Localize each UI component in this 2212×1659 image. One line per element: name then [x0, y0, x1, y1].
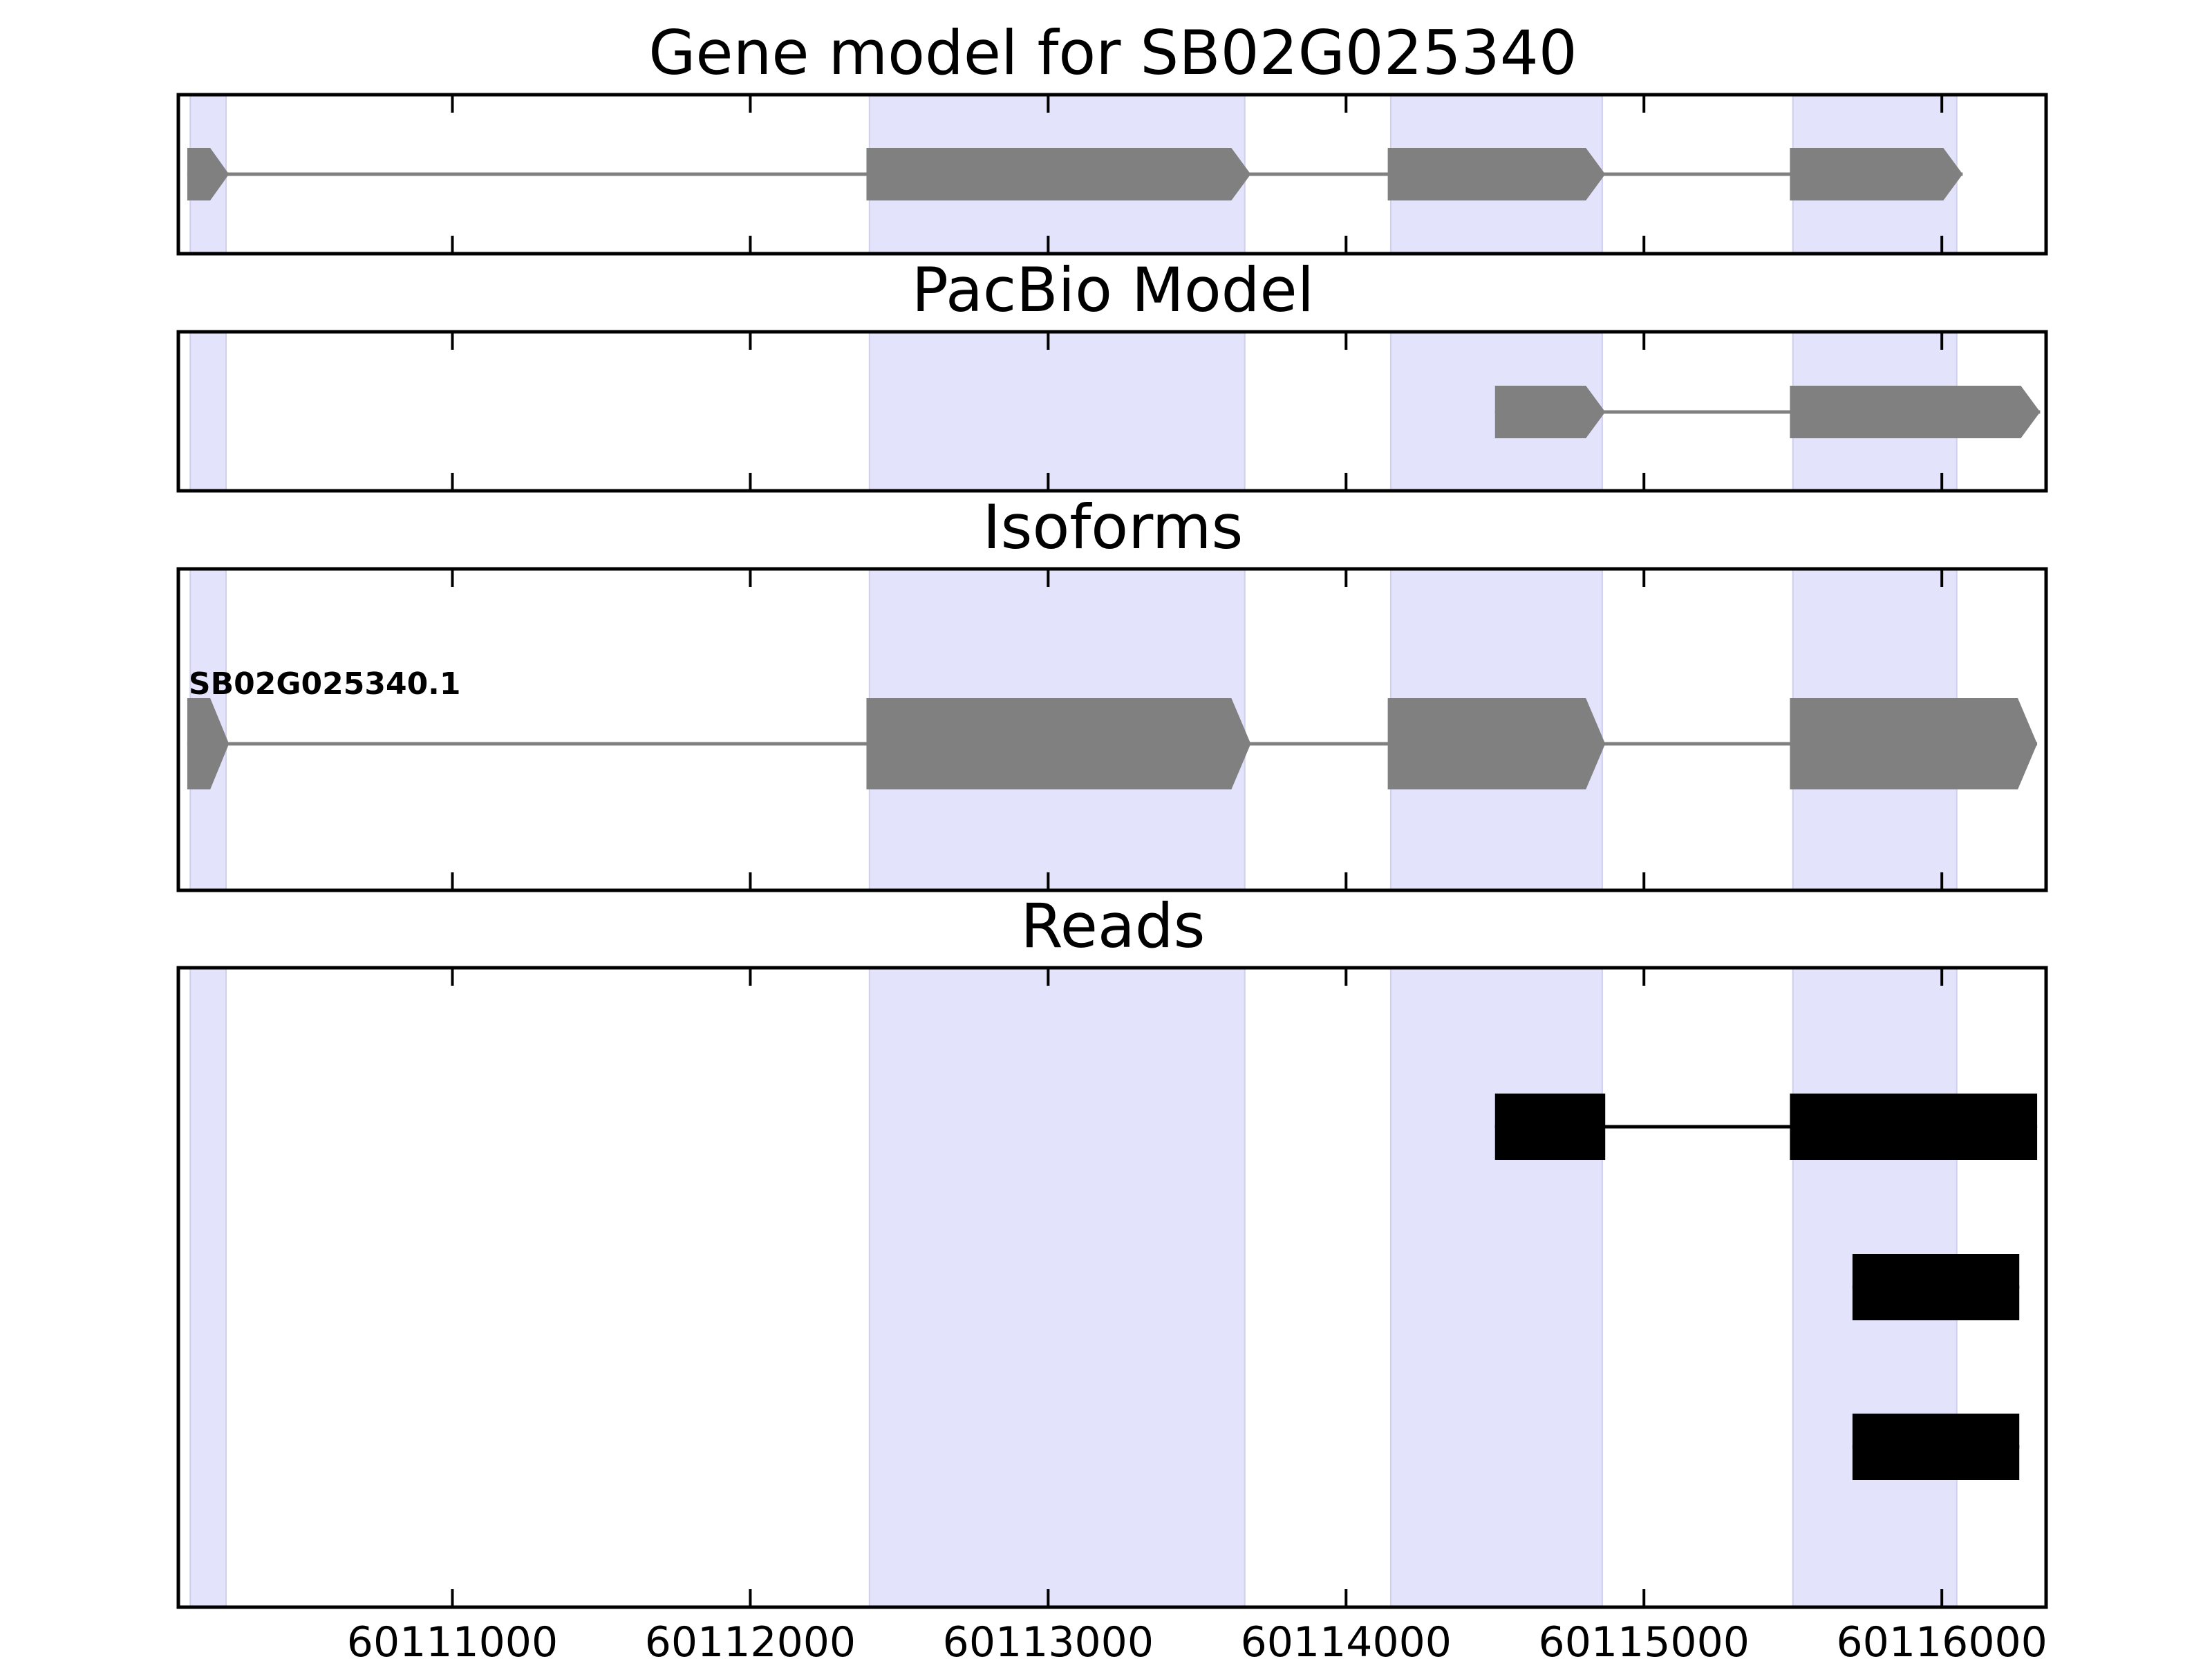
- exon-arrow: [1790, 148, 1963, 200]
- exon-block: [1494, 386, 1606, 438]
- feature: SB02G025340.1: [187, 666, 2038, 789]
- exon-arrow: [1790, 386, 2041, 438]
- panel-title: Isoforms: [983, 491, 1244, 563]
- x-tick-label: 60111000: [347, 1618, 558, 1659]
- panel-frame: [176, 330, 2048, 493]
- exon-block: [866, 698, 1251, 789]
- reads-panel: Reads: [176, 890, 2048, 1609]
- exon-block: [187, 698, 229, 789]
- x-tick-label: 60113000: [943, 1618, 1154, 1659]
- read-block: [1790, 1094, 2038, 1160]
- highlight-band: [868, 967, 1246, 1608]
- isoforms-panel: Isoforms SB02G025340.1: [176, 491, 2048, 892]
- exon-block: [187, 148, 229, 200]
- x-tick-label: 60115000: [1539, 1618, 1750, 1659]
- x-tick-label: 60112000: [645, 1618, 856, 1659]
- exon-block: [1387, 148, 1606, 200]
- highlight-band: [868, 331, 1246, 491]
- feature: [1852, 1414, 2020, 1480]
- isoform-label: SB02G025340.1: [189, 666, 461, 702]
- feature: [1494, 1094, 2038, 1160]
- exon-block: [866, 148, 1251, 200]
- panel-frame: [176, 93, 2048, 256]
- panel-title: Gene model for SB02G025340: [648, 17, 1577, 88]
- gene-model-panel: Gene model for SB02G025340: [176, 17, 2048, 256]
- read-block: [1494, 1094, 1606, 1160]
- highlight-band: [189, 331, 227, 491]
- feature: [1852, 1254, 2020, 1320]
- x-tick-label: 60116000: [1836, 1618, 2047, 1659]
- feature: [1494, 386, 2041, 438]
- panel-title: Reads: [1021, 890, 1206, 962]
- highlight-band: [189, 967, 227, 1608]
- highlight-band: [1389, 967, 1603, 1608]
- feature: [187, 148, 1963, 200]
- read-block: [1852, 1414, 2020, 1480]
- panel-title: PacBio Model: [912, 254, 1314, 326]
- read-block: [1852, 1254, 2020, 1320]
- panel-frame: [176, 567, 2048, 892]
- pacbio-model-panel: PacBio Model: [176, 254, 2048, 493]
- panel-frame: [176, 966, 2048, 1609]
- exon-arrow: [1790, 698, 2038, 789]
- x-tick-label: 60114000: [1241, 1618, 1452, 1659]
- exon-block: [1387, 698, 1606, 789]
- x-axis-tick-labels: 60111000 60112000 60113000 60114000 60115000…: [347, 1618, 2047, 1659]
